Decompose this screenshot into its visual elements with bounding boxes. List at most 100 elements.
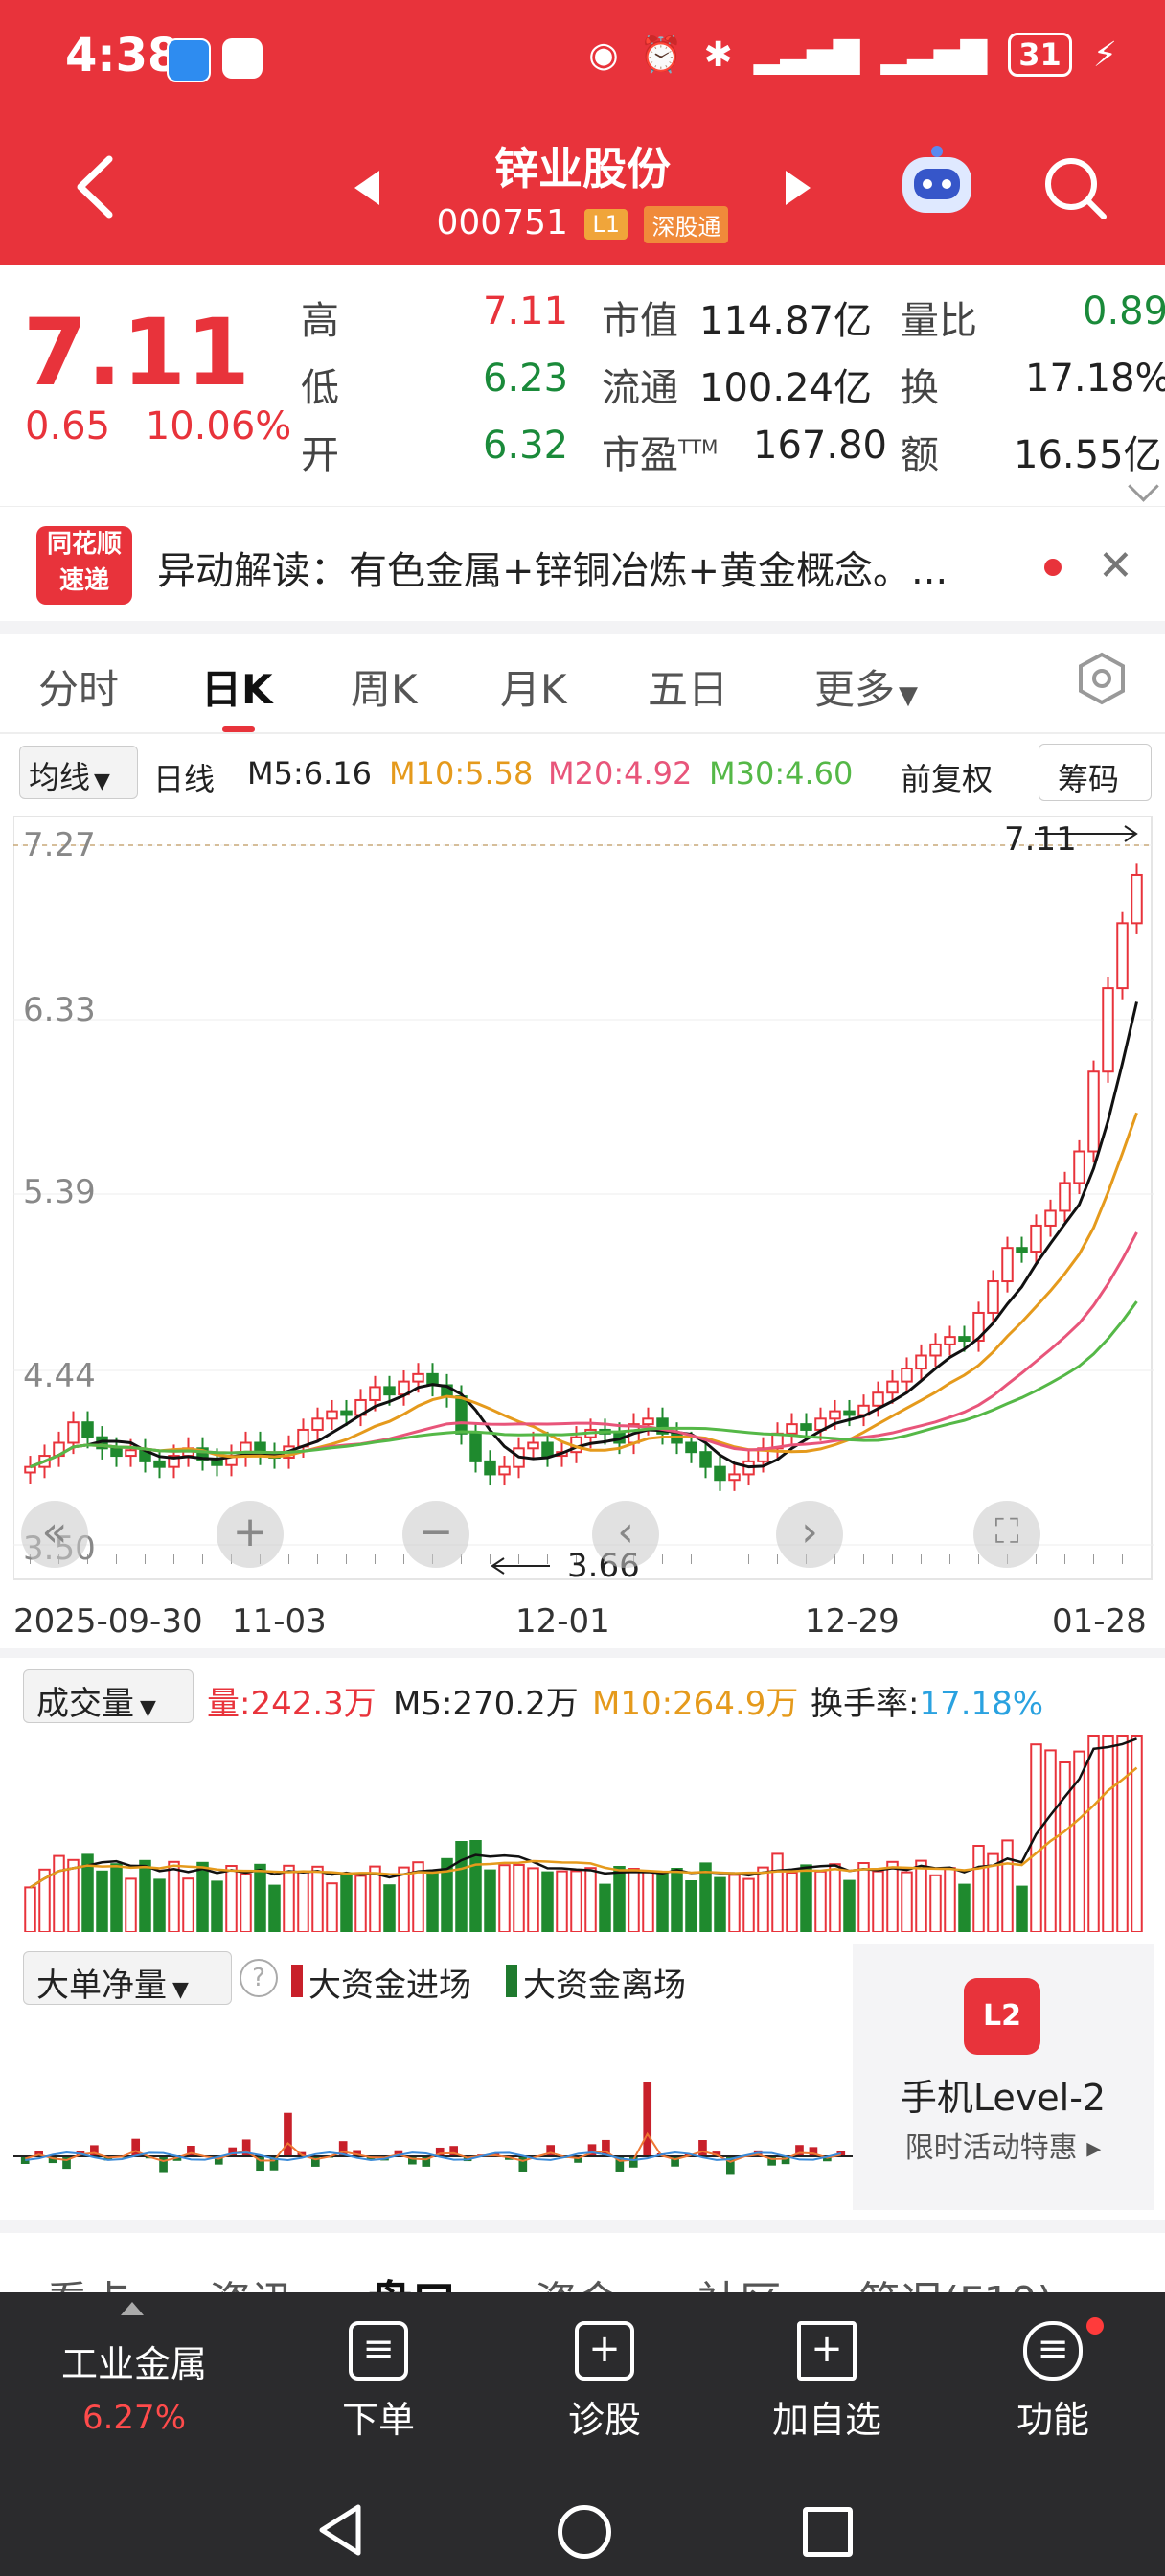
- candle: [901, 1368, 913, 1383]
- volume-bar: [857, 1862, 870, 1932]
- tab-order-book[interactable]: 盘口: [368, 2267, 456, 2294]
- tab-weekly-k[interactable]: 周K: [351, 666, 418, 713]
- app-notify-icon: [222, 38, 263, 79]
- ma30-line: [29, 1300, 1138, 1469]
- period-label: 日线: [153, 761, 216, 797]
- volume-bar: [168, 1860, 180, 1932]
- level2-ad[interactable]: L2 手机Level-2 限时活动特惠 ▸: [853, 1944, 1154, 2210]
- volume-ma5-line: [29, 1737, 1137, 1889]
- tab-five-day[interactable]: 五日: [648, 666, 729, 713]
- volume-bar: [771, 1852, 784, 1932]
- add-watchlist-label: 加自选: [771, 2399, 881, 2441]
- diagnose-button[interactable]: + 诊股: [533, 2321, 676, 2443]
- sector-button[interactable]: 工业金属 6.27%: [38, 2334, 230, 2437]
- settings-hexagon-icon[interactable]: [1075, 652, 1129, 709]
- amount-value: 16.55亿: [1014, 433, 1162, 477]
- volume-bar: [455, 1841, 468, 1932]
- volume-bar: [800, 1864, 812, 1932]
- prev-stock-button[interactable]: [351, 169, 383, 211]
- ma-button[interactable]: 均线 ▼: [29, 753, 110, 797]
- candle: [1044, 1209, 1057, 1227]
- tab-more-label: 更多: [814, 666, 896, 713]
- outflow-bar: [269, 2156, 279, 2171]
- volume-bar: [1102, 1735, 1114, 1932]
- candle: [786, 1423, 798, 1435]
- inflow-bar: [228, 2147, 238, 2156]
- close-icon[interactable]: ✕: [1098, 541, 1133, 590]
- inflow-bar: [435, 2147, 445, 2156]
- volume-bar: [656, 1873, 669, 1932]
- volume-bar: [383, 1884, 396, 1932]
- alarm-icon: ⏰: [639, 35, 683, 75]
- inflow-bar: [809, 2147, 818, 2156]
- volume-bar: [441, 1857, 453, 1932]
- volume-bar: [599, 1883, 611, 1932]
- zoom-in-button[interactable]: +: [217, 1501, 284, 1568]
- system-home-icon[interactable]: [558, 2505, 611, 2559]
- adjust-option[interactable]: 前复权: [901, 761, 994, 797]
- system-back-icon[interactable]: [316, 2503, 364, 2561]
- volume-bar: [254, 1863, 266, 1932]
- help-icon[interactable]: ?: [240, 1959, 278, 1997]
- volratio-value: 0.89: [1083, 289, 1165, 334]
- tab-funds[interactable]: 资金: [535, 2267, 619, 2294]
- tab-monthly-k[interactable]: 月K: [500, 666, 567, 713]
- outflow-bar: [628, 2156, 638, 2168]
- volume-label[interactable]: 成交量 ▼: [36, 1677, 156, 1724]
- ma10-line: [29, 1112, 1138, 1469]
- outflow-bar: [48, 2156, 57, 2164]
- candle: [714, 1465, 726, 1482]
- function-button[interactable]: ≡ 功能: [981, 2321, 1125, 2443]
- ma-dropdown[interactable]: [19, 746, 138, 799]
- fullscreen-icon[interactable]: ⛶: [973, 1501, 1040, 1568]
- robot-assistant-icon[interactable]: [897, 144, 977, 220]
- inflow-bar: [90, 2145, 99, 2156]
- tab-f10[interactable]: 简况(F10): [858, 2267, 1054, 2294]
- x-tick-1: 2025-09-30: [13, 1602, 203, 1641]
- chip-label: 筹码: [1058, 761, 1120, 797]
- order-button[interactable]: ≡ 下单: [307, 2321, 450, 2443]
- chip-button[interactable]: [1039, 744, 1152, 801]
- volume-bar: [742, 1877, 755, 1932]
- tab-intraday[interactable]: 分时: [38, 666, 120, 713]
- open-value: 6.32: [483, 424, 569, 468]
- volume-bar: [1030, 1743, 1042, 1932]
- order-label: 下单: [341, 2399, 415, 2441]
- level2-icon: L2: [964, 1978, 1040, 2055]
- inflow-bar: [546, 2145, 556, 2156]
- system-recent-icon[interactable]: [803, 2507, 853, 2557]
- bigorder-label[interactable]: 大单净量 ▼: [36, 1959, 189, 2006]
- news-banner[interactable]: 同花顺 速递 异动解读：有色金属+锌铜冶炼+黄金概念。... ✕: [0, 506, 1165, 622]
- volume-bar: [699, 1862, 712, 1932]
- scroll-left-button[interactable]: ‹: [592, 1501, 659, 1568]
- volume-bar: [944, 1867, 956, 1932]
- inflow-bar: [338, 2141, 348, 2156]
- tab-more[interactable]: 更多 ▼: [814, 657, 918, 716]
- back-button[interactable]: [67, 153, 125, 224]
- tab-daily-k[interactable]: 日K: [201, 666, 273, 713]
- rewind-button[interactable]: «: [21, 1501, 88, 1568]
- tab-underline: [222, 726, 255, 732]
- function-label: 功能: [1016, 2399, 1089, 2441]
- volume-dropdown[interactable]: [23, 1669, 194, 1723]
- market-tag: 深股通: [644, 205, 729, 243]
- x-tick-3: 12-01: [515, 1602, 610, 1641]
- scroll-right-button[interactable]: ›: [776, 1501, 843, 1568]
- volume-bar: [987, 1852, 999, 1932]
- legend-out-swatch: [506, 1965, 517, 1997]
- volume-chart: [24, 1735, 1143, 1932]
- tab-highlights[interactable]: 看点: [46, 2267, 130, 2294]
- candle: [369, 1386, 381, 1401]
- y-tick-2: 6.33: [23, 991, 96, 1029]
- search-icon[interactable]: [1042, 155, 1109, 226]
- ma5-line: [29, 1001, 1138, 1469]
- volume-bar: [513, 1864, 525, 1932]
- add-watchlist-button[interactable]: + 加自选: [755, 2321, 899, 2443]
- next-stock-button[interactable]: [782, 169, 814, 211]
- legend-in: 大资金进场: [308, 1966, 471, 2005]
- zoom-out-button[interactable]: −: [402, 1501, 469, 1568]
- tab-news[interactable]: 资讯: [209, 2267, 293, 2294]
- kline-chart[interactable]: [13, 816, 1154, 1581]
- tab-community[interactable]: 社区: [697, 2267, 782, 2294]
- bigorder-dropdown[interactable]: [23, 1951, 232, 2005]
